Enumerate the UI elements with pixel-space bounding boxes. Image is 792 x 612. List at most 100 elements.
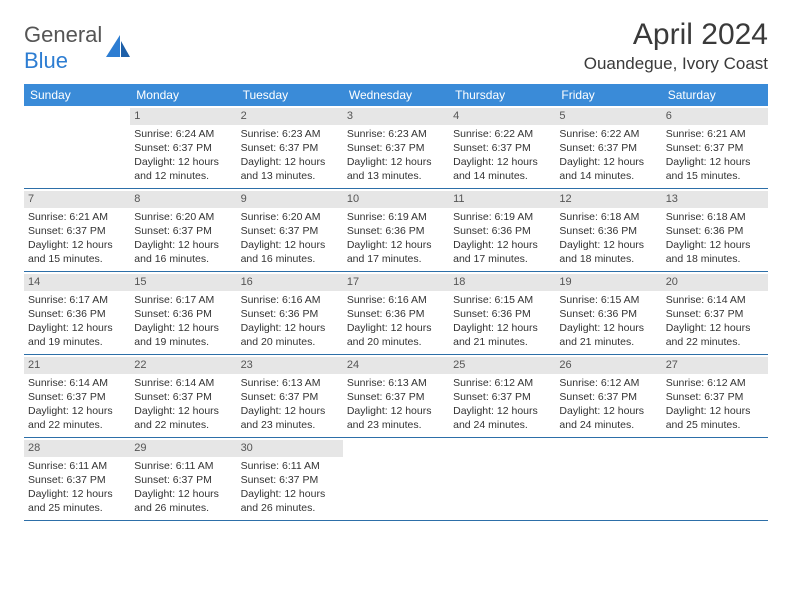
calendar-day: 15Sunrise: 6:17 AMSunset: 6:36 PMDayligh…	[130, 272, 236, 354]
daylight-line: Daylight: 12 hours and 19 minutes.	[134, 321, 232, 349]
daylight-line: Daylight: 12 hours and 14 minutes.	[453, 155, 551, 183]
sunset-line: Sunset: 6:37 PM	[666, 141, 764, 155]
daylight-line: Daylight: 12 hours and 26 minutes.	[241, 487, 339, 515]
day-of-week-label: Wednesday	[343, 84, 449, 106]
day-number: 29	[130, 440, 236, 457]
calendar-day: 12Sunrise: 6:18 AMSunset: 6:36 PMDayligh…	[555, 189, 661, 271]
daylight-line: Daylight: 12 hours and 21 minutes.	[559, 321, 657, 349]
sunset-line: Sunset: 6:37 PM	[666, 307, 764, 321]
calendar-day: 2Sunrise: 6:23 AMSunset: 6:37 PMDaylight…	[237, 106, 343, 188]
calendar-day-empty	[343, 438, 449, 520]
day-number: 24	[343, 357, 449, 374]
day-number: 8	[130, 191, 236, 208]
calendar-day: 11Sunrise: 6:19 AMSunset: 6:36 PMDayligh…	[449, 189, 555, 271]
day-number: 18	[449, 274, 555, 291]
calendar-week: 28Sunrise: 6:11 AMSunset: 6:37 PMDayligh…	[24, 438, 768, 521]
sunrise-line: Sunrise: 6:15 AM	[453, 293, 551, 307]
sunset-line: Sunset: 6:37 PM	[453, 141, 551, 155]
daylight-line: Daylight: 12 hours and 25 minutes.	[28, 487, 126, 515]
sunrise-line: Sunrise: 6:20 AM	[134, 210, 232, 224]
day-number: 19	[555, 274, 661, 291]
sunrise-line: Sunrise: 6:15 AM	[559, 293, 657, 307]
day-number: 20	[662, 274, 768, 291]
sunset-line: Sunset: 6:37 PM	[134, 473, 232, 487]
day-number: 15	[130, 274, 236, 291]
sunrise-line: Sunrise: 6:23 AM	[347, 127, 445, 141]
calendar-day: 18Sunrise: 6:15 AMSunset: 6:36 PMDayligh…	[449, 272, 555, 354]
daylight-line: Daylight: 12 hours and 20 minutes.	[241, 321, 339, 349]
daylight-line: Daylight: 12 hours and 17 minutes.	[453, 238, 551, 266]
calendar-day: 19Sunrise: 6:15 AMSunset: 6:36 PMDayligh…	[555, 272, 661, 354]
calendar-day-empty	[662, 438, 768, 520]
calendar-day: 21Sunrise: 6:14 AMSunset: 6:37 PMDayligh…	[24, 355, 130, 437]
sunrise-line: Sunrise: 6:17 AM	[134, 293, 232, 307]
brand-part2: Blue	[24, 48, 68, 73]
sunrise-line: Sunrise: 6:19 AM	[347, 210, 445, 224]
sunrise-line: Sunrise: 6:13 AM	[347, 376, 445, 390]
day-number: 11	[449, 191, 555, 208]
calendar-day-empty	[555, 438, 661, 520]
day-number: 7	[24, 191, 130, 208]
calendar-day: 7Sunrise: 6:21 AMSunset: 6:37 PMDaylight…	[24, 189, 130, 271]
day-number: 12	[555, 191, 661, 208]
month-title: April 2024	[584, 18, 768, 52]
day-number: 9	[237, 191, 343, 208]
daylight-line: Daylight: 12 hours and 18 minutes.	[666, 238, 764, 266]
calendar-week: 21Sunrise: 6:14 AMSunset: 6:37 PMDayligh…	[24, 355, 768, 438]
daylight-line: Daylight: 12 hours and 17 minutes.	[347, 238, 445, 266]
sunset-line: Sunset: 6:37 PM	[666, 390, 764, 404]
day-of-week-label: Tuesday	[237, 84, 343, 106]
sunrise-line: Sunrise: 6:21 AM	[666, 127, 764, 141]
calendar-week: 14Sunrise: 6:17 AMSunset: 6:36 PMDayligh…	[24, 272, 768, 355]
calendar-day: 9Sunrise: 6:20 AMSunset: 6:37 PMDaylight…	[237, 189, 343, 271]
calendar-day-empty	[24, 106, 130, 188]
brand-part1: General	[24, 22, 102, 47]
calendar-day: 28Sunrise: 6:11 AMSunset: 6:37 PMDayligh…	[24, 438, 130, 520]
sunrise-line: Sunrise: 6:16 AM	[347, 293, 445, 307]
daylight-line: Daylight: 12 hours and 12 minutes.	[134, 155, 232, 183]
calendar-day: 24Sunrise: 6:13 AMSunset: 6:37 PMDayligh…	[343, 355, 449, 437]
day-number: 1	[130, 108, 236, 125]
sunset-line: Sunset: 6:36 PM	[453, 224, 551, 238]
sunset-line: Sunset: 6:37 PM	[347, 390, 445, 404]
title-block: April 2024 Ouandegue, Ivory Coast	[584, 18, 768, 74]
daylight-line: Daylight: 12 hours and 16 minutes.	[241, 238, 339, 266]
calendar-day: 1Sunrise: 6:24 AMSunset: 6:37 PMDaylight…	[130, 106, 236, 188]
sunrise-line: Sunrise: 6:14 AM	[666, 293, 764, 307]
day-number: 2	[237, 108, 343, 125]
sunset-line: Sunset: 6:37 PM	[241, 141, 339, 155]
daylight-line: Daylight: 12 hours and 19 minutes.	[28, 321, 126, 349]
day-number: 3	[343, 108, 449, 125]
daylight-line: Daylight: 12 hours and 15 minutes.	[28, 238, 126, 266]
sunrise-line: Sunrise: 6:12 AM	[559, 376, 657, 390]
day-number: 14	[24, 274, 130, 291]
sunrise-line: Sunrise: 6:14 AM	[134, 376, 232, 390]
calendar-day: 17Sunrise: 6:16 AMSunset: 6:36 PMDayligh…	[343, 272, 449, 354]
daylight-line: Daylight: 12 hours and 13 minutes.	[347, 155, 445, 183]
day-number: 23	[237, 357, 343, 374]
day-of-week-label: Thursday	[449, 84, 555, 106]
sunrise-line: Sunrise: 6:12 AM	[666, 376, 764, 390]
day-number: 26	[555, 357, 661, 374]
daylight-line: Daylight: 12 hours and 22 minutes.	[28, 404, 126, 432]
day-number: 16	[237, 274, 343, 291]
sunset-line: Sunset: 6:36 PM	[453, 307, 551, 321]
day-number: 13	[662, 191, 768, 208]
sunrise-line: Sunrise: 6:17 AM	[28, 293, 126, 307]
sunset-line: Sunset: 6:37 PM	[134, 141, 232, 155]
sunrise-line: Sunrise: 6:13 AM	[241, 376, 339, 390]
sunset-line: Sunset: 6:36 PM	[241, 307, 339, 321]
brand-text: General Blue	[24, 22, 102, 74]
day-number: 10	[343, 191, 449, 208]
day-of-week-label: Friday	[555, 84, 661, 106]
sunset-line: Sunset: 6:36 PM	[347, 224, 445, 238]
daylight-line: Daylight: 12 hours and 18 minutes.	[559, 238, 657, 266]
sunset-line: Sunset: 6:36 PM	[28, 307, 126, 321]
day-number: 6	[662, 108, 768, 125]
daylight-line: Daylight: 12 hours and 22 minutes.	[666, 321, 764, 349]
sunset-line: Sunset: 6:37 PM	[134, 224, 232, 238]
calendar-day: 10 Sunrise: 6:19 AMSunset: 6:36 PMDayligh…	[343, 189, 449, 271]
sunset-line: Sunset: 6:36 PM	[347, 307, 445, 321]
calendar-day: 8Sunrise: 6:20 AMSunset: 6:37 PMDaylight…	[130, 189, 236, 271]
sunset-line: Sunset: 6:37 PM	[453, 390, 551, 404]
